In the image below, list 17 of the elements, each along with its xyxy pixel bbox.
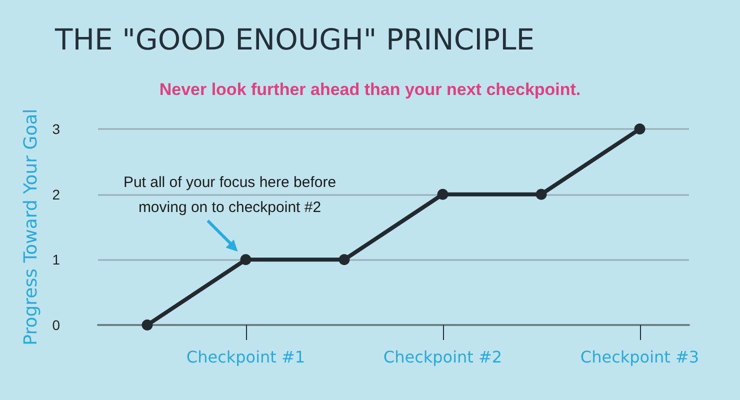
- x-tick-label: Checkpoint #1: [186, 348, 306, 366]
- y-tick-label: 0: [52, 317, 60, 333]
- point: [536, 188, 547, 200]
- point: [240, 254, 252, 266]
- x-tick-label: Checkpoint #3: [580, 348, 700, 366]
- chart-title: THE "GOOD ENOUGH" PRINCIPLE: [54, 22, 535, 56]
- y-axis-title: Progress Toward Your Goal: [20, 108, 42, 346]
- point: [634, 124, 646, 134]
- annotation: Put all of your focus here before moving on to checkpoint #2: [123, 174, 336, 216]
- chart-subtitle: Never look further ahead than your next checkpoint.: [159, 80, 581, 99]
- y-tick-label: 2: [52, 186, 60, 202]
- point: [142, 320, 153, 330]
- y-tick-label: 1: [52, 252, 60, 268]
- y-tick-label: 3: [52, 121, 60, 137]
- point: [437, 188, 448, 200]
- point: [338, 254, 350, 266]
- x-tick-label: Checkpoint #2: [383, 348, 502, 366]
